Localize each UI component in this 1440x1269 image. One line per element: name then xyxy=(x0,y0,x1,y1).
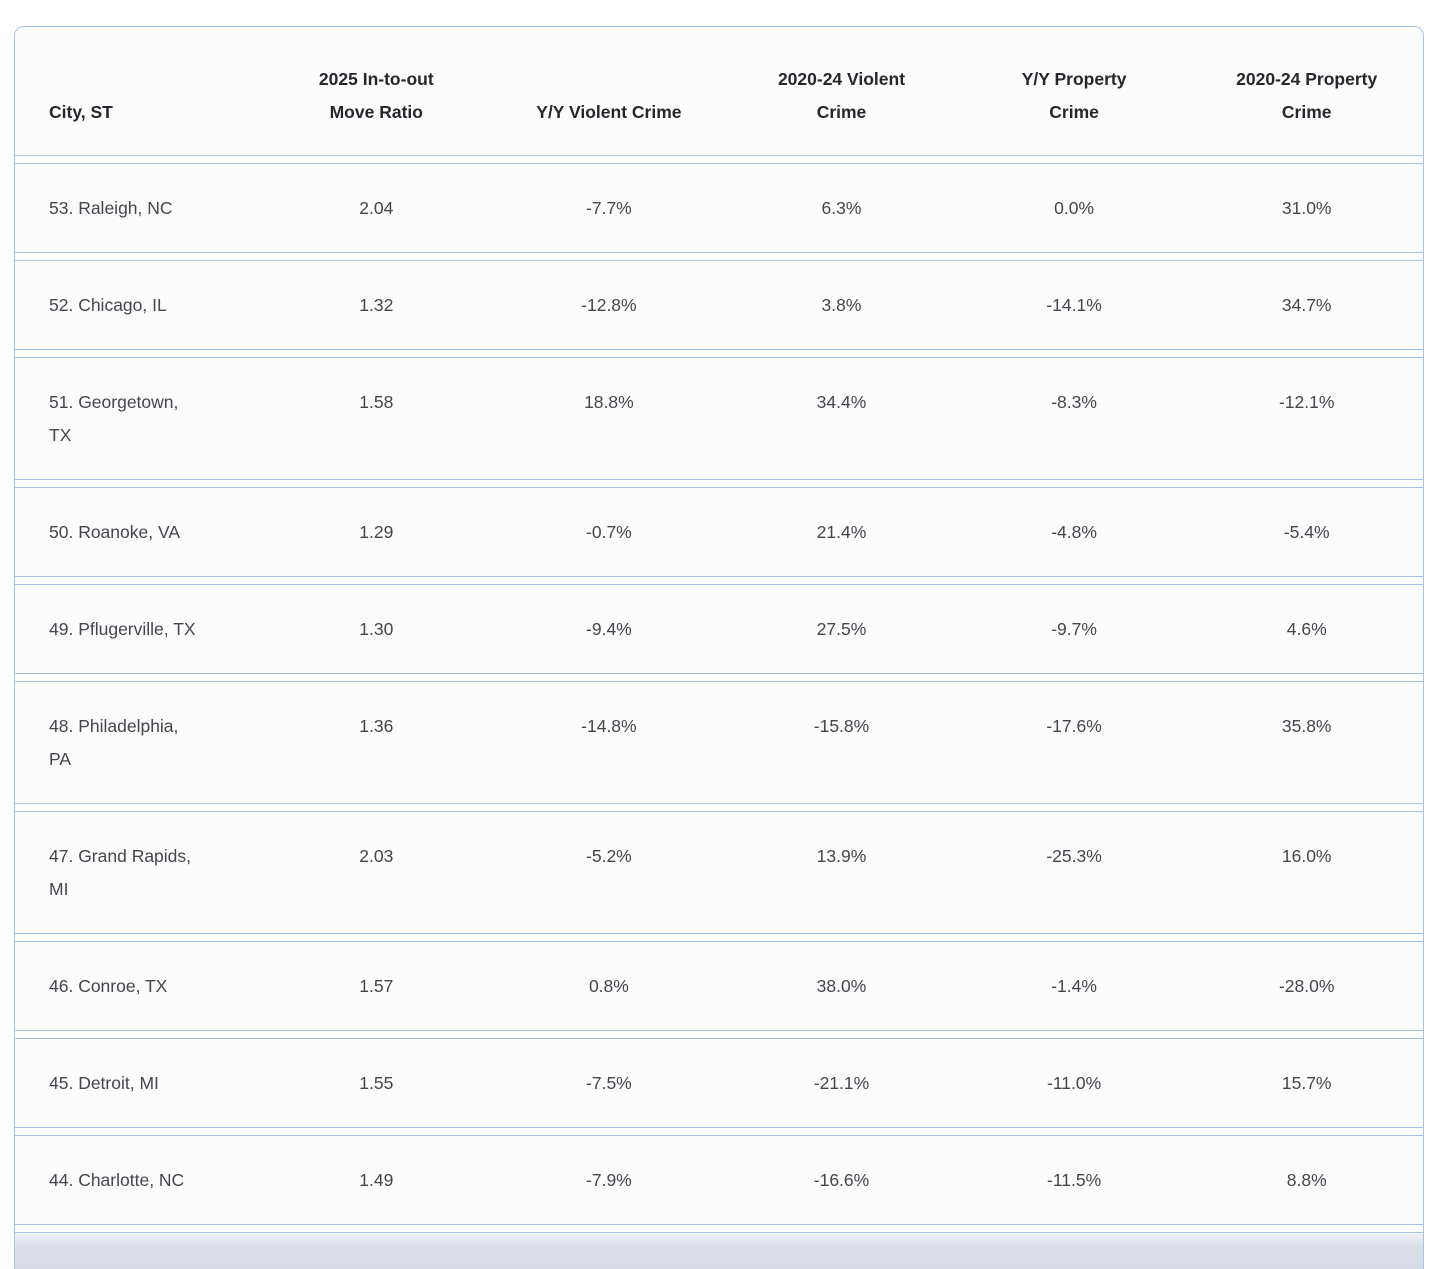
cell-yy-property-crime: 0.0% xyxy=(1054,198,1095,218)
cell-city: 49. Pflugerville, TX xyxy=(49,619,196,639)
cell-yy-violent-crime: -7.7% xyxy=(586,198,632,218)
cell-move-ratio: 1.36 xyxy=(359,716,394,736)
cell-2020-24-violent-crime: 3.8% xyxy=(821,295,862,315)
cell-yy-property-crime: -4.8% xyxy=(1051,522,1097,542)
cell-yy-violent-crime: -9.4% xyxy=(586,619,632,639)
cell-city: 48. Philadelphia, PA xyxy=(49,716,179,769)
cell-yy-violent-crime: -7.9% xyxy=(586,1170,632,1190)
table-row: 45. Detroit, MI 1.55 -7.5% -21.1% -11.0%… xyxy=(15,1038,1423,1128)
column-header-city: City, ST xyxy=(49,102,113,122)
city-crime-table: City, ST 2025 In-to-out Move Ratio Y/Y V… xyxy=(14,26,1424,1269)
cell-yy-violent-crime: 0.8% xyxy=(588,976,629,996)
column-header-2020-24-property-crime: 2020-24 Property Crime xyxy=(1236,69,1378,122)
cell-yy-property-crime: -11.5% xyxy=(1047,1170,1102,1190)
table-row: 47. Grand Rapids, MI 2.03 -5.2% 13.9% -2… xyxy=(15,811,1423,934)
cell-move-ratio: 1.57 xyxy=(359,976,394,996)
cell-yy-property-crime: -11.0% xyxy=(1047,1073,1102,1093)
cell-yy-violent-crime: -5.2% xyxy=(586,846,632,866)
cell-move-ratio: 1.29 xyxy=(359,522,394,542)
cell-yy-violent-crime: -12.8% xyxy=(581,295,637,315)
table-row: 53. Raleigh, NC 2.04 -7.7% 6.3% 0.0% 31.… xyxy=(15,163,1423,253)
cell-2020-24-property-crime: -5.4% xyxy=(1283,522,1330,542)
cell-yy-violent-crime: 18.8% xyxy=(584,392,634,412)
cell-city: 47. Grand Rapids, MI xyxy=(49,846,192,899)
cell-2020-24-property-crime: 15.7% xyxy=(1281,1073,1332,1093)
column-header-yy-violent-crime: Y/Y Violent Crime xyxy=(536,102,682,122)
cell-2020-24-property-crime: 8.8% xyxy=(1286,1170,1327,1190)
cell-2020-24-property-crime: 4.6% xyxy=(1286,619,1327,639)
table-row: 44. Charlotte, NC 1.49 -7.9% -16.6% -11.… xyxy=(15,1135,1423,1225)
cell-2020-24-violent-crime: 21.4% xyxy=(816,522,867,542)
cell-2020-24-violent-crime: 34.4% xyxy=(816,392,867,412)
cell-move-ratio: 1.32 xyxy=(359,295,394,315)
cell-city: 52. Chicago, IL xyxy=(49,295,167,315)
table-row: 51. Georgetown, TX 1.58 18.8% 34.4% -8.3… xyxy=(15,357,1423,480)
cell-2020-24-violent-crime: 13.9% xyxy=(816,846,867,866)
cell-city: 53. Raleigh, NC xyxy=(49,198,173,218)
cell-move-ratio: 2.03 xyxy=(359,846,394,866)
cell-yy-property-crime: -25.3% xyxy=(1046,846,1102,866)
cell-yy-property-crime: -9.7% xyxy=(1051,619,1097,639)
cell-2020-24-violent-crime: 6.3% xyxy=(821,198,862,218)
cell-yy-property-crime: -8.3% xyxy=(1051,392,1097,412)
cell-2020-24-property-crime: -28.0% xyxy=(1278,976,1335,996)
column-header-yy-property-crime: Y/Y Property Crime xyxy=(1021,69,1127,122)
column-header-move-ratio: 2025 In-to-out Move Ratio xyxy=(318,69,434,122)
table-row: 52. Chicago, IL 1.32 -12.8% 3.8% -14.1% … xyxy=(15,260,1423,350)
cell-yy-violent-crime: -14.8% xyxy=(581,716,637,736)
cell-yy-violent-crime: -0.7% xyxy=(586,522,632,542)
cell-2020-24-violent-crime: 27.5% xyxy=(816,619,867,639)
cell-2020-24-property-crime: 31.0% xyxy=(1281,198,1332,218)
cell-2020-24-violent-crime: 38.0% xyxy=(816,976,867,996)
table-row: 50. Roanoke, VA 1.29 -0.7% 21.4% -4.8% -… xyxy=(15,487,1423,577)
table-row: 46. Conroe, TX 1.57 0.8% 38.0% -1.4% -28… xyxy=(15,941,1423,1031)
cell-city: 46. Conroe, TX xyxy=(49,976,168,996)
cell-2020-24-violent-crime: -15.8% xyxy=(813,716,870,736)
cell-yy-property-crime: -14.1% xyxy=(1046,295,1102,315)
cell-city: 45. Detroit, MI xyxy=(49,1073,159,1093)
cell-2020-24-property-crime: 16.0% xyxy=(1281,846,1332,866)
cell-2020-24-property-crime: 34.7% xyxy=(1281,295,1332,315)
table-header-row: City, ST 2025 In-to-out Move Ratio Y/Y V… xyxy=(15,27,1423,156)
cell-move-ratio: 1.58 xyxy=(359,392,394,412)
cell-city: 44. Charlotte, NC xyxy=(49,1170,185,1190)
column-header-2020-24-violent-crime: 2020-24 Violent Crime xyxy=(777,69,906,122)
cell-move-ratio: 1.55 xyxy=(359,1073,394,1093)
cell-city: 51. Georgetown, TX xyxy=(49,392,179,445)
cell-move-ratio: 2.04 xyxy=(359,198,394,218)
cell-2020-24-property-crime: 35.8% xyxy=(1281,716,1332,736)
cell-2020-24-property-crime: -12.1% xyxy=(1278,392,1335,412)
cell-yy-property-crime: -17.6% xyxy=(1046,716,1102,736)
table-row: 48. Philadelphia, PA 1.36 -14.8% -15.8% … xyxy=(15,681,1423,804)
table-row: 49. Pflugerville, TX 1.30 -9.4% 27.5% -9… xyxy=(15,584,1423,674)
cell-2020-24-violent-crime: -16.6% xyxy=(813,1170,870,1190)
table-row-partial xyxy=(15,1232,1423,1269)
cell-yy-property-crime: -1.4% xyxy=(1051,976,1097,996)
cell-move-ratio: 1.49 xyxy=(359,1170,394,1190)
cell-yy-violent-crime: -7.5% xyxy=(586,1073,632,1093)
cell-city: 50. Roanoke, VA xyxy=(49,522,181,542)
cell-2020-24-violent-crime: -21.1% xyxy=(813,1073,870,1093)
cell-move-ratio: 1.30 xyxy=(359,619,394,639)
